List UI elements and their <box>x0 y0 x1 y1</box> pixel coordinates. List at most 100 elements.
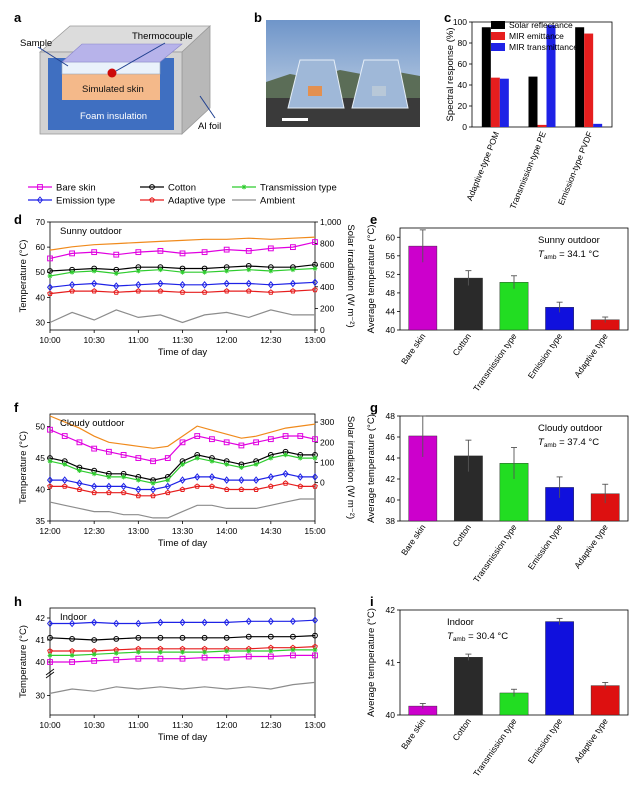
x-tick-label: 10:30 <box>84 335 106 345</box>
label-thermocouple: Thermocouple <box>132 31 193 42</box>
data-point-adaptive-type <box>268 483 274 489</box>
bar-mir-transmittance <box>546 25 556 127</box>
bar-solar-reflectance <box>528 76 538 127</box>
data-point-adaptive-type <box>179 486 186 492</box>
bar-mir-transmittance <box>593 123 603 127</box>
data-point-bare-skin <box>150 458 156 465</box>
tamb-annotation: Tamb = 37.4 °C <box>538 437 599 449</box>
schematic-box <box>37 25 216 135</box>
data-point-cotton <box>179 634 186 641</box>
data-point-bare-skin <box>135 455 142 461</box>
simulated-skin-block <box>62 74 160 100</box>
x-tick-label: 10:30 <box>84 720 106 730</box>
x-tick-label: 12:30 <box>260 720 282 730</box>
data-point-emission-type <box>223 476 230 484</box>
y-tick-label: 40 <box>458 80 468 90</box>
data-point-bare-skin <box>47 426 53 433</box>
x-tick-label: 12:30 <box>260 335 282 345</box>
y2-tick-label: 400 <box>320 282 334 292</box>
bar-adaptive-type <box>590 685 620 716</box>
data-point-cotton <box>135 634 142 641</box>
y-tick-label: 44 <box>386 453 396 463</box>
y-tick-label: 56 <box>386 251 396 261</box>
data-point-transmission-type <box>91 651 97 657</box>
data-point-emission-type <box>297 473 304 481</box>
data-point-emission-type <box>238 476 245 484</box>
data-point-bare-skin <box>61 433 68 439</box>
data-point-adaptive-type <box>91 489 97 496</box>
data-point-bare-skin <box>312 239 318 245</box>
data-point-adaptive-type <box>135 288 142 294</box>
x-tick-label: 14:00 <box>216 526 238 536</box>
data-point-adaptive-type <box>223 486 230 492</box>
x-tick-label: 13:00 <box>304 720 326 730</box>
data-point-transmission-type <box>268 268 274 274</box>
data-point-adaptive-type <box>157 288 164 294</box>
y2-tick-label: 800 <box>320 239 334 249</box>
tamb-value: = 37.4 °C <box>556 437 599 448</box>
series-line-ambient <box>49 681 316 694</box>
series-line-solar-irradiation <box>49 236 316 251</box>
data-point-transmission-type <box>238 465 244 470</box>
data-point-cotton <box>267 633 274 640</box>
x-tick-label: 10:00 <box>39 720 61 730</box>
data-point-bare-skin <box>179 655 186 662</box>
condition-annotation: Indoor <box>60 612 87 623</box>
y2-tick-label: 200 <box>320 437 334 447</box>
x-tick-label: 15:00 <box>304 526 326 536</box>
outdoor-photo <box>266 20 420 127</box>
data-point-emission-type <box>245 279 252 288</box>
data-point-emission-type <box>267 280 274 289</box>
data-point-adaptive-type <box>312 286 318 293</box>
bar-mir-transmittance <box>499 78 509 127</box>
series-line-adaptive-type <box>49 289 316 295</box>
panel-label-d: d <box>14 212 22 227</box>
x-category-label: Transmission type <box>471 716 519 778</box>
data-point-transmission-type <box>180 461 185 467</box>
legend-marker-0 <box>37 184 43 190</box>
data-point-transmission-type <box>113 650 119 656</box>
axis-break-mark <box>45 668 55 676</box>
data-point-emission-type <box>179 618 186 627</box>
data-point-emission-type <box>267 473 274 481</box>
label-al-foil: Al foil <box>198 121 221 132</box>
data-point-emission-type <box>91 618 98 627</box>
data-point-transmission-type <box>135 268 141 274</box>
thermocouple-pointer <box>115 42 166 72</box>
y-axis-label: Average temperature (°C) <box>366 225 377 334</box>
series-line-adaptive-type <box>50 482 315 497</box>
x-category-label: Cotton <box>450 331 473 357</box>
data-point-bare-skin <box>201 654 208 661</box>
data-point-cotton <box>245 633 252 640</box>
y-tick-label: 42 <box>386 605 396 615</box>
y-tick-label: 40 <box>36 657 46 667</box>
x-tick-label: 11:30 <box>172 720 193 730</box>
data-point-transmission-type <box>165 477 171 483</box>
y-tick-label: 41 <box>386 658 396 668</box>
panel-label-e: e <box>370 212 377 227</box>
data-point-emission-type <box>164 482 171 491</box>
data-point-transmission-type <box>209 458 215 464</box>
thermocouple-dot <box>107 68 117 78</box>
data-point-emission-type <box>46 476 54 484</box>
series-line-bare-skin <box>50 654 315 663</box>
legend-marker-2 <box>241 184 247 190</box>
data-point-bare-skin <box>91 445 98 452</box>
data-point-bare-skin <box>157 247 164 254</box>
data-point-transmission-type <box>283 452 288 458</box>
data-point-bare-skin <box>209 436 215 443</box>
x-tick-label: 11:00 <box>128 720 149 730</box>
data-point-adaptive-type <box>47 290 53 296</box>
data-point-emission-type <box>46 283 54 292</box>
data-point-adaptive-type <box>179 289 186 295</box>
data-point-bare-skin <box>113 656 120 663</box>
data-point-emission-type <box>69 280 76 289</box>
y-tick-label: 48 <box>386 288 396 298</box>
data-point-adaptive-type <box>223 288 230 294</box>
x-tick-label: 10:00 <box>39 335 61 345</box>
sample-pointer <box>37 46 69 67</box>
label-simulated-skin: Simulated skin <box>82 84 144 95</box>
data-point-bare-skin <box>267 245 274 252</box>
